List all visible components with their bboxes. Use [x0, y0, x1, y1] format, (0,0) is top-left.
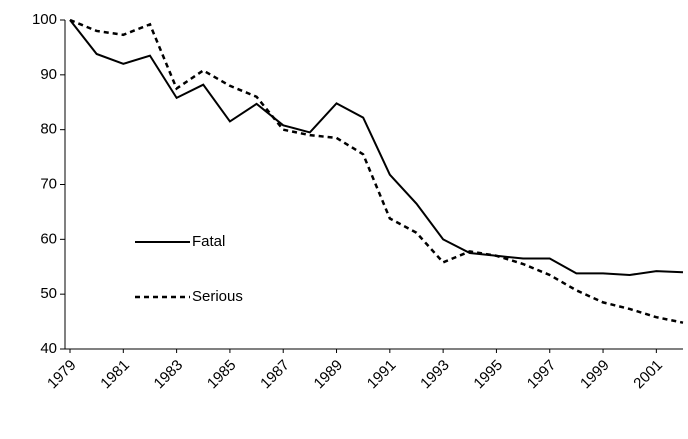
y-tick-label: 90 [40, 66, 57, 83]
x-tick-label: 1989 [311, 357, 347, 393]
x-tick-label: 1993 [417, 357, 453, 393]
x-tick-label: 1995 [470, 357, 506, 393]
legend-label: Fatal [192, 233, 225, 250]
y-tick-label: 100 [32, 11, 57, 28]
y-tick-label: 50 [40, 285, 57, 302]
series-line [69, 18, 684, 324]
x-tick-label: 1983 [151, 357, 187, 393]
y-tick-label: 60 [40, 230, 57, 247]
y-tick-label: 70 [40, 175, 57, 192]
legend-label: Serious [192, 288, 243, 305]
x-tick-label: 1997 [524, 357, 560, 393]
x-tick-label: 1981 [97, 357, 133, 393]
x-tick-label: 1999 [577, 357, 613, 393]
x-tick-label: 1985 [204, 357, 240, 393]
y-tick-label: 80 [40, 121, 57, 138]
series-line [69, 19, 684, 276]
x-tick-label: 1991 [364, 357, 400, 393]
x-tick-label: 1979 [44, 357, 80, 393]
x-tick-label: 2001 [630, 357, 666, 393]
y-tick-label: 40 [40, 340, 57, 357]
x-tick-label: 1987 [257, 357, 293, 393]
